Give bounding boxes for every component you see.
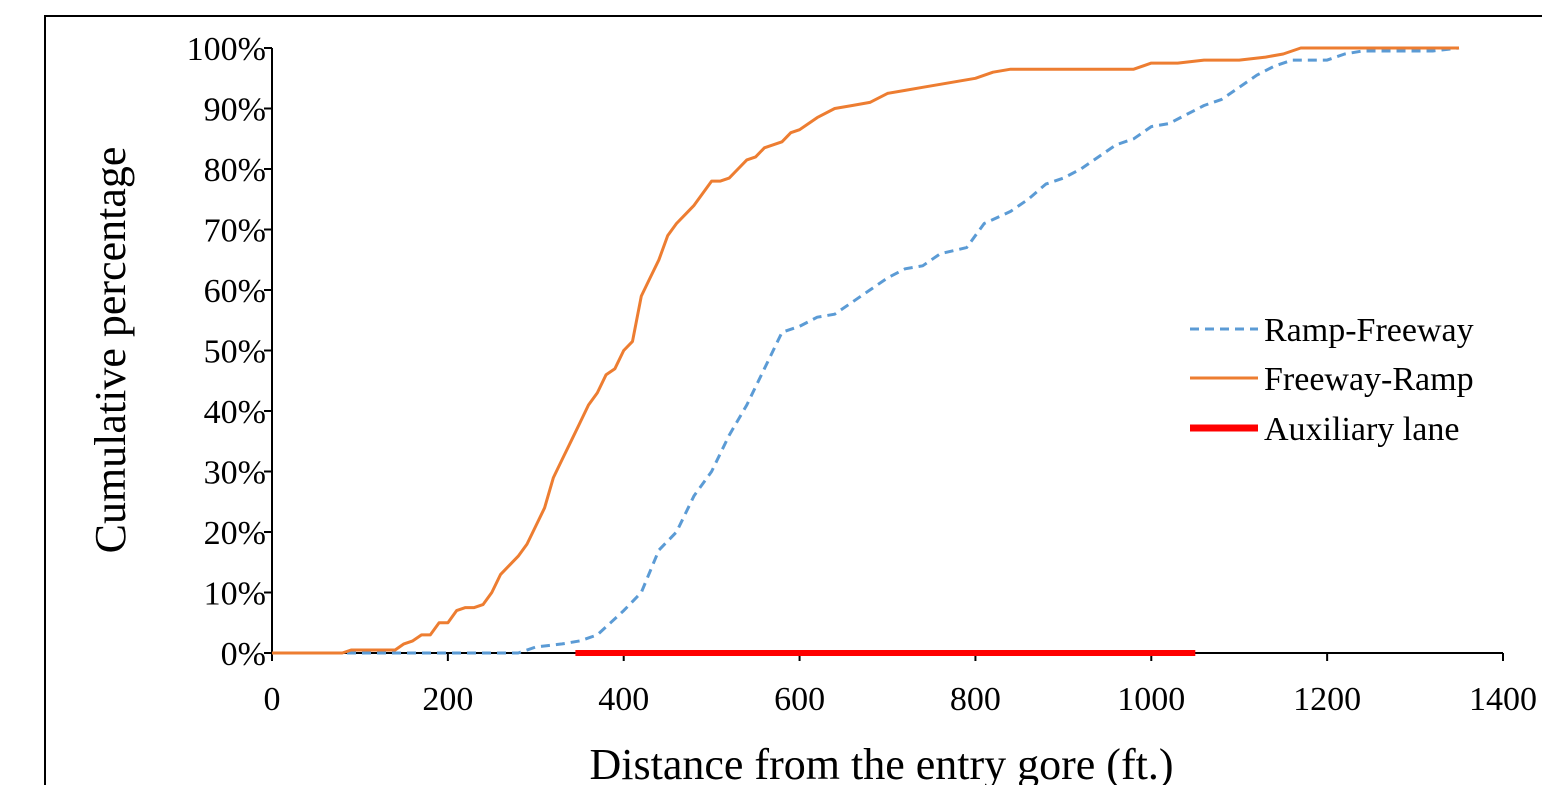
y-tick-label: 30% — [204, 455, 266, 492]
x-tick-label: 0 — [264, 681, 281, 718]
legend-label: Freeway-Ramp — [1264, 361, 1474, 398]
y-tick-label: 10% — [204, 576, 266, 613]
y-tick-label: 90% — [204, 92, 266, 129]
x-tick-label: 1200 — [1293, 681, 1361, 718]
series-layer — [272, 46, 1460, 656]
y-axis-title: Cumulative percentage — [86, 147, 135, 554]
y-tick-label: 70% — [204, 213, 266, 250]
x-tick-label: 600 — [774, 681, 825, 718]
x-tick-label: 800 — [950, 681, 1001, 718]
x-tick-label: 1400 — [1469, 681, 1537, 718]
y-tick-label: 20% — [204, 515, 266, 552]
y-tick-label: 0% — [221, 636, 266, 673]
x-tick-label: 400 — [598, 681, 649, 718]
series-line-freeway-ramp — [272, 46, 1459, 655]
series-line-ramp-freeway — [272, 46, 1460, 655]
chart-frame — [44, 15, 1542, 785]
legend: Ramp-Freeway Freeway-Ramp Auxiliary lane — [1190, 312, 1474, 448]
x-tick-label: 200 — [422, 681, 473, 718]
y-tick-label: 50% — [204, 334, 266, 371]
y-tick-label: 80% — [204, 152, 266, 189]
legend-label: Ramp-Freeway — [1264, 312, 1474, 349]
y-tick-label: 100% — [187, 31, 266, 68]
y-tick-label: 40% — [204, 394, 266, 431]
legend-label: Auxiliary lane — [1264, 411, 1459, 448]
x-tick-label: 1000 — [1117, 681, 1185, 718]
x-axis-title: Distance from the entry gore (ft.) — [590, 740, 1174, 785]
y-tick-label: 60% — [204, 273, 266, 310]
